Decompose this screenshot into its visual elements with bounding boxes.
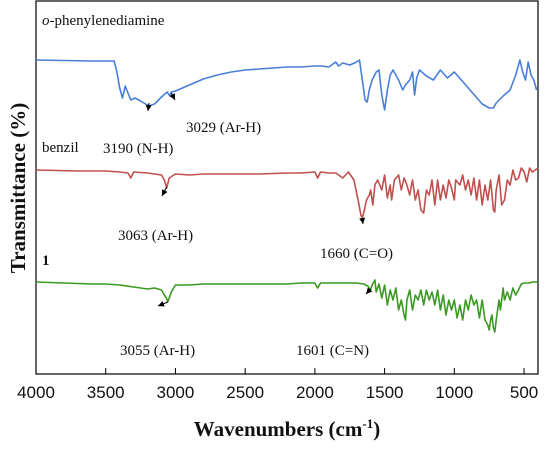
annotation-label: 3063 (Ar-H) — [118, 228, 193, 244]
annotation-layer: 3190 (N-H) 3029 (Ar-H) 3063 (Ar-H) 1660 (C=… — [103, 92, 393, 359]
series-line-1 — [35, 167, 539, 219]
x-tick-label: 3500 — [87, 383, 125, 402]
x-ticks-layer: 4000 3500 3000 2500 2000 1500 1000 500 — [17, 368, 538, 402]
series-label-o-phenylenediamine: o-phenylenediamine — [42, 13, 165, 29]
x-tick-label: 1000 — [435, 383, 473, 402]
x-axis-title: Wavenumbers (cm-1) — [194, 416, 380, 441]
series-line-0 — [35, 59, 538, 111]
annotation-label: 1660 (C=O) — [320, 246, 393, 262]
x-tick-label: 1500 — [366, 383, 404, 402]
annotation-arrowhead — [145, 104, 152, 111]
annotation-arrowhead — [162, 189, 168, 196]
x-tick-label: 4000 — [17, 383, 55, 402]
y-axis-title: Transmittance (%) — [6, 103, 30, 274]
plot-frame — [35, 0, 539, 375]
annotation-label: 3055 (Ar-H) — [120, 343, 195, 359]
x-tick-label: 500 — [510, 383, 538, 402]
annotation-label: 3190 (N-H) — [103, 141, 173, 157]
x-tick-label: 3000 — [157, 383, 195, 402]
series-layer — [35, 59, 539, 333]
annotation-arrowhead — [359, 217, 366, 224]
series-line-2 — [35, 279, 538, 333]
annotation-label: 3029 (Ar-H) — [186, 120, 261, 136]
annotation-arrowhead — [169, 93, 175, 100]
x-tick-label: 2000 — [296, 383, 334, 402]
x-tick-label: 2500 — [226, 383, 264, 402]
annotation-arrowhead — [366, 287, 373, 294]
annotation-arrowhead — [158, 300, 165, 307]
series-label-benzil: benzil — [42, 140, 79, 156]
annotation-label: 1601 (C=N) — [296, 343, 369, 359]
series-label-1: 1 — [42, 253, 50, 269]
